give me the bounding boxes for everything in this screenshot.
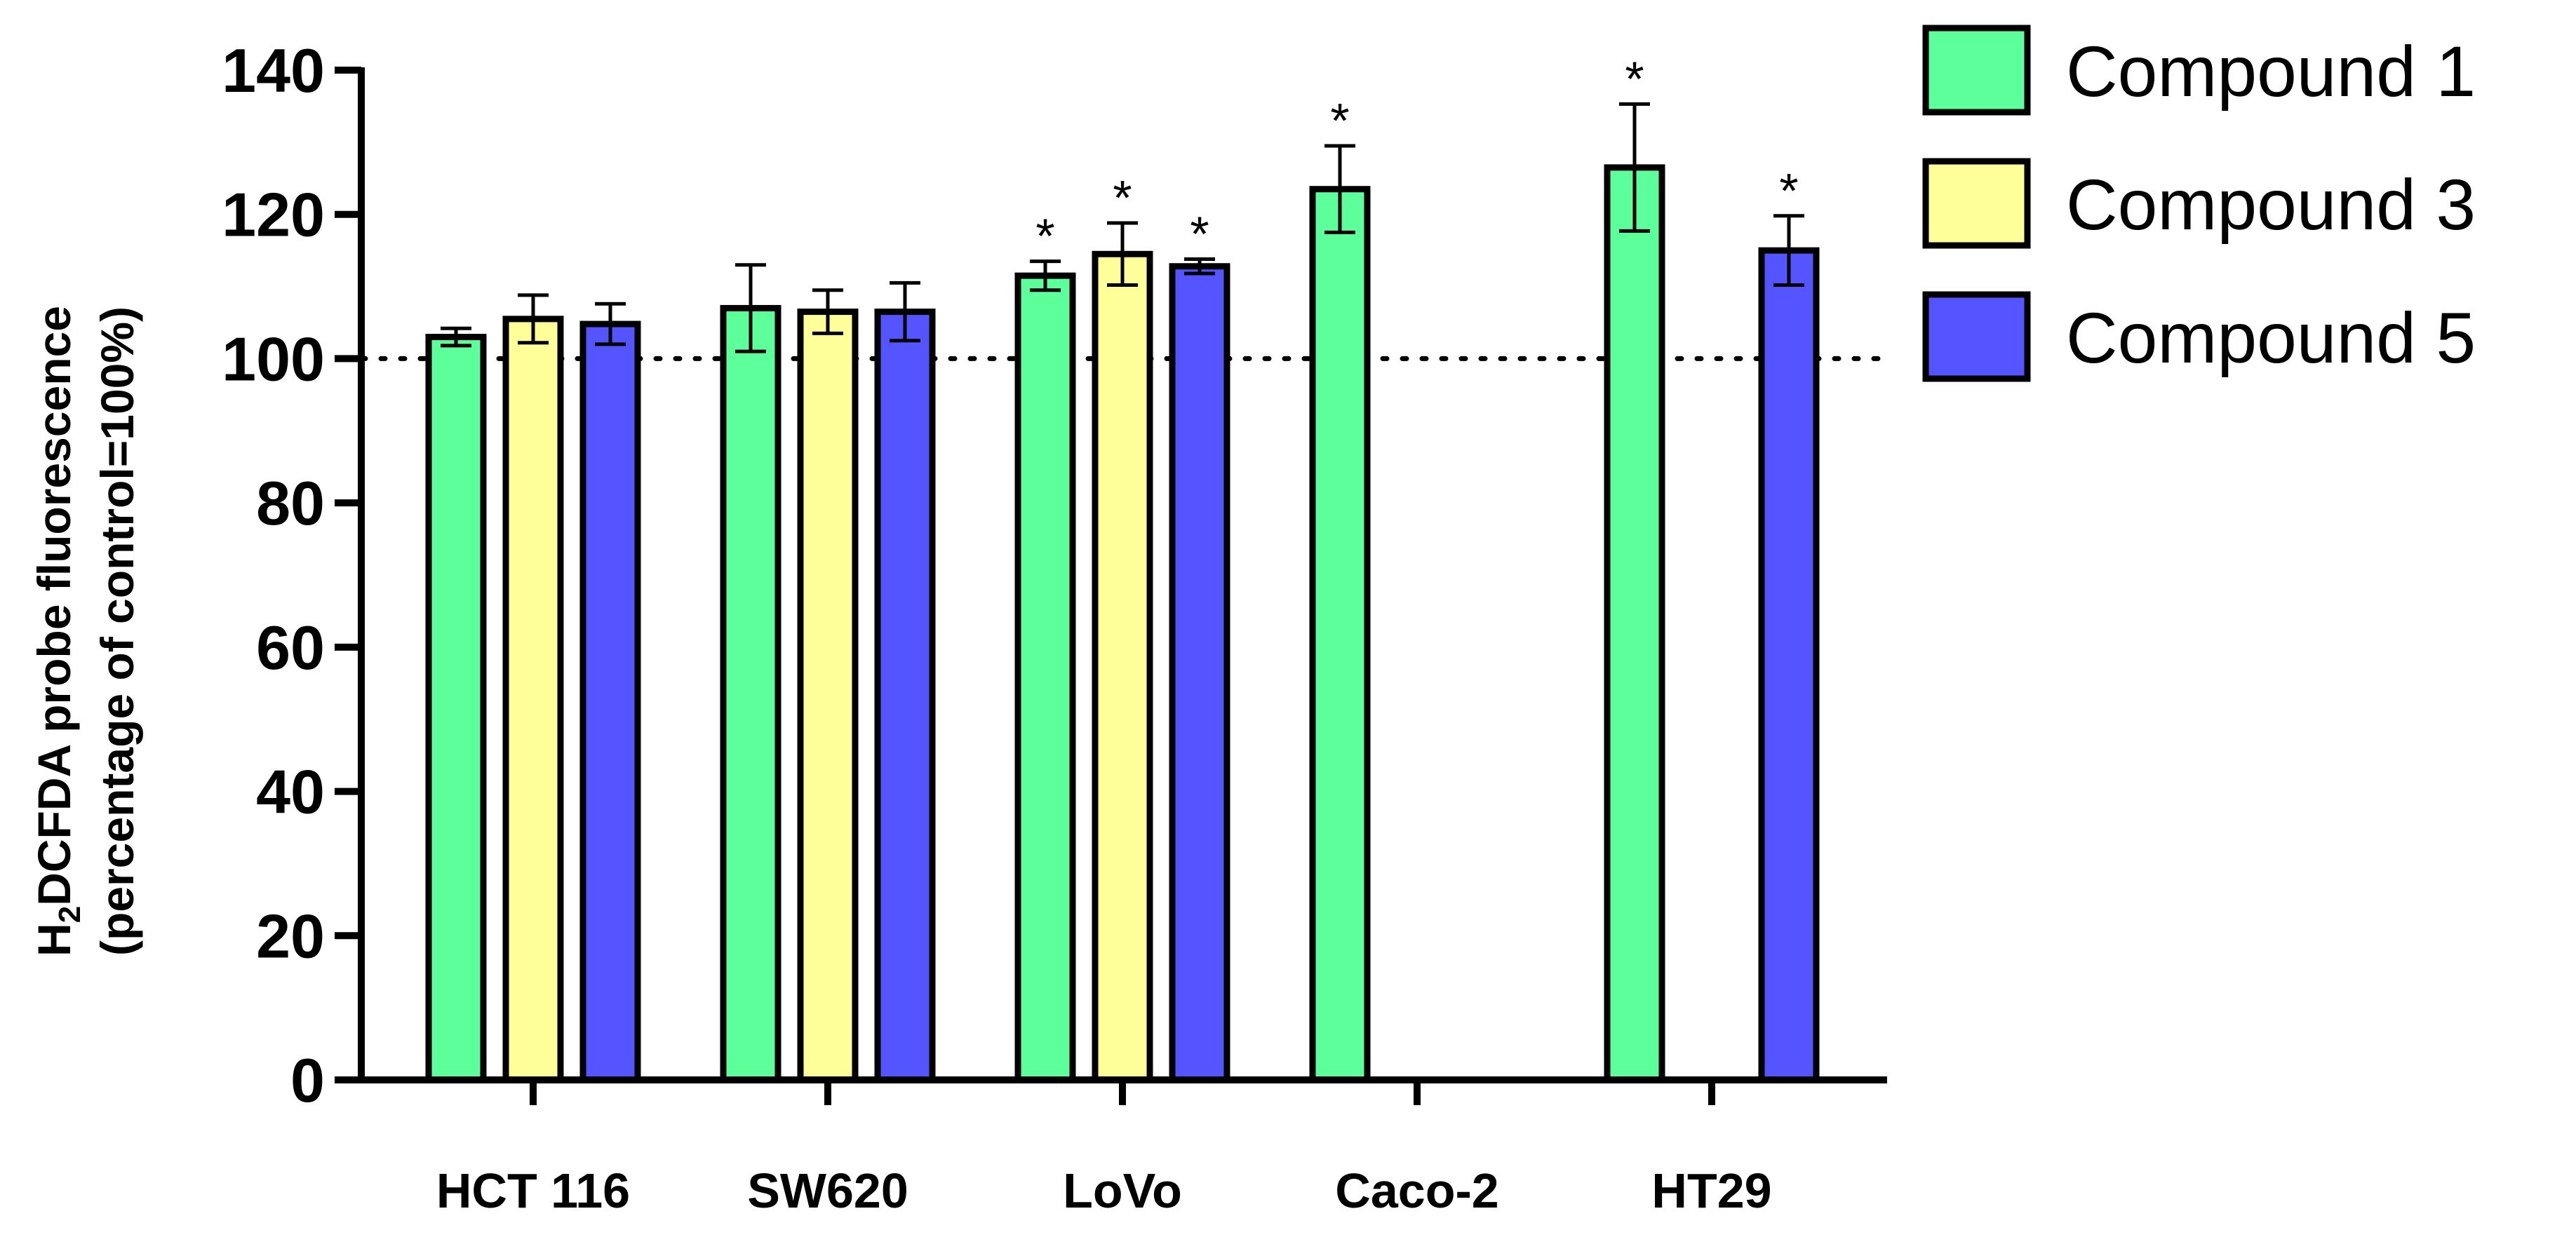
x-tick-label-3: LoVo (1063, 1163, 1182, 1218)
y-axis-title: H2DCFDA probe fluorescence (percentage o… (28, 306, 143, 957)
bar-2-3 (1092, 250, 1153, 1083)
legend-label-2: Compound 3 (2066, 165, 2476, 245)
bar-1-3 (1014, 272, 1076, 1083)
y-tick-label-40: 40 (256, 757, 325, 827)
bar-3-1 (579, 320, 641, 1083)
x-tick-label-5: HT29 (1651, 1163, 1771, 1218)
bar-3-2 (874, 309, 936, 1083)
y-tick-label-120: 120 (222, 180, 325, 250)
bar-3-5 (1758, 247, 1820, 1083)
x-tick-label-2: SW620 (747, 1163, 908, 1218)
significance-marker-3-5: * (1779, 163, 1798, 218)
x-tick-label-1: HCT 116 (436, 1163, 630, 1218)
legend-swatch-1 (1922, 25, 2031, 116)
significance-marker-1-5: * (1625, 51, 1644, 106)
legend-label-3: Compound 5 (2066, 298, 2476, 378)
significance-marker-3-3: * (1190, 206, 1209, 261)
y-tick-label-20: 20 (256, 901, 325, 971)
legend-swatch-2 (1922, 158, 2031, 249)
bar-1-5 (1604, 164, 1665, 1083)
legend-swatch-3 (1922, 291, 2031, 382)
significance-marker-1-3: * (1035, 209, 1054, 264)
legend-label-1: Compound 1 (2066, 32, 2476, 111)
bar-1-4 (1309, 186, 1371, 1083)
y-axis-title-line2: (percentage of control=100%) (91, 306, 143, 956)
significance-marker-2-3: * (1113, 170, 1132, 225)
bars-group: * * * * * * (425, 51, 1820, 1083)
legend: Compound 1 Compound 3 Compound 5 (1922, 25, 2476, 382)
bar-3-3 (1169, 263, 1230, 1083)
y-tick-label-140: 140 (222, 36, 325, 105)
y-tick-label-100: 100 (222, 324, 325, 393)
axes-group: 0 20 40 60 80 100 120 140 HCT 116 SW620 LoVo Caco-2… (222, 36, 1887, 1218)
bar-1-2 (720, 304, 781, 1083)
bar-1-1 (425, 334, 487, 1083)
y-tick-label-0: 0 (290, 1046, 325, 1115)
x-tick-label-4: Caco-2 (1335, 1163, 1498, 1218)
bar-2-1 (502, 316, 564, 1083)
bar-2-2 (797, 309, 859, 1083)
y-axis-title-line1: H2DCFDA probe fluorescence (28, 306, 87, 957)
y-tick-label-60: 60 (256, 613, 325, 682)
y-tick-label-80: 80 (256, 468, 325, 538)
significance-marker-1-4: * (1330, 93, 1349, 148)
